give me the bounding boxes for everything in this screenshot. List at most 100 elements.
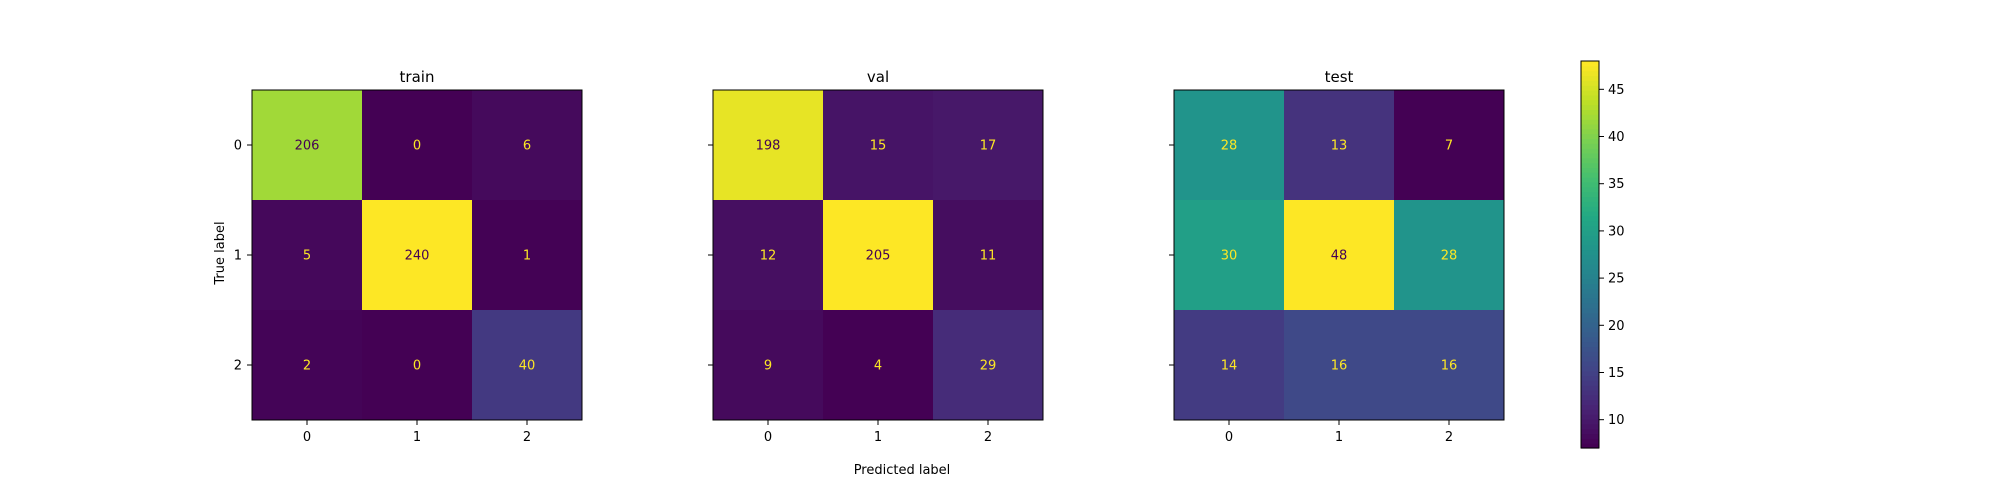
cell-train-0-1 <box>362 90 472 200</box>
cell-value-train-0-0: 206 <box>295 139 320 154</box>
panel-title-train: train <box>400 68 435 86</box>
colorbar-segment <box>1581 307 1599 314</box>
cell-test-0-0 <box>1174 90 1284 200</box>
colorbar-segment <box>1581 244 1599 251</box>
colorbar-segment <box>1581 157 1599 164</box>
x-tick-label-val-1: 1 <box>874 430 882 445</box>
colorbar-segment <box>1581 220 1599 227</box>
cell-value-val-0-0: 198 <box>756 139 781 154</box>
colorbar-segment <box>1581 278 1599 285</box>
colorbar-segment <box>1581 85 1599 91</box>
colorbar-segment <box>1581 162 1599 169</box>
colorbar-segment <box>1581 230 1599 236</box>
colorbar-segment <box>1581 186 1599 193</box>
colorbar-segment <box>1581 123 1599 130</box>
colorbar-segment <box>1581 389 1599 396</box>
colorbar-segment <box>1581 399 1599 406</box>
colorbar-segment <box>1581 196 1599 202</box>
x-tick-label-val-0: 0 <box>764 430 772 445</box>
colorbar-segment <box>1581 114 1599 120</box>
x-axis-label: Predicted label <box>854 463 951 478</box>
cell-train-2-1 <box>362 310 472 420</box>
cell-value-train-1-1: 240 <box>405 249 430 264</box>
cell-test-1-0 <box>1174 200 1284 310</box>
cell-value-val-2-2: 29 <box>980 359 997 374</box>
colorbar-segment <box>1581 119 1599 125</box>
cell-train-0-0 <box>252 90 362 200</box>
cell-value-test-0-0: 28 <box>1221 139 1238 154</box>
colorbar-segment <box>1581 181 1599 188</box>
cell-test-2-2 <box>1394 310 1504 420</box>
colorbar-segment <box>1581 312 1599 318</box>
colorbar-tick-label-40: 40 <box>1608 130 1625 145</box>
colorbar-segment <box>1581 90 1599 96</box>
x-tick-label-test-1: 1 <box>1335 430 1343 445</box>
colorbar-segment <box>1581 152 1599 159</box>
colorbar-segment <box>1581 133 1599 139</box>
cell-value-val-0-2: 17 <box>980 139 997 154</box>
colorbar-segment <box>1581 128 1599 135</box>
x-tick-label-train-1: 1 <box>413 430 421 445</box>
colorbar-segment <box>1581 259 1599 265</box>
colorbar-segment <box>1581 433 1599 439</box>
cell-value-test-2-1: 16 <box>1331 359 1348 374</box>
panel-title-val: val <box>867 68 889 86</box>
colorbar-segment <box>1581 269 1599 275</box>
colorbar-segment <box>1581 94 1599 101</box>
cell-value-train-1-2: 1 <box>523 249 531 264</box>
colorbar-segment <box>1581 264 1599 270</box>
cell-val-0-1 <box>823 90 933 200</box>
colorbar-segment <box>1581 322 1599 328</box>
colorbar-segment <box>1581 428 1599 435</box>
x-tick-label-test-0: 0 <box>1225 430 1233 445</box>
cell-test-2-0 <box>1174 310 1284 420</box>
cell-test-1-1 <box>1284 200 1394 310</box>
colorbar-segment <box>1581 346 1599 352</box>
colorbar-segment <box>1581 370 1599 377</box>
cell-value-test-0-1: 13 <box>1331 139 1348 154</box>
colorbar-segment <box>1581 249 1599 256</box>
colorbar-tick-label-30: 30 <box>1608 224 1625 239</box>
colorbar-segment <box>1581 414 1599 420</box>
colorbar-segment <box>1581 418 1599 425</box>
cell-value-train-2-2: 40 <box>519 359 536 374</box>
colorbar-segment <box>1581 143 1599 149</box>
colorbar-segment <box>1581 404 1599 410</box>
colorbar-segment <box>1581 283 1599 289</box>
colorbar-segment <box>1581 206 1599 212</box>
colorbar-segment <box>1581 336 1599 343</box>
cell-value-val-1-0: 12 <box>760 249 777 264</box>
colorbar-segment <box>1581 331 1599 338</box>
colorbar-segment <box>1581 225 1599 231</box>
colorbar-segment <box>1581 302 1599 309</box>
cell-value-train-2-0: 2 <box>303 359 311 374</box>
cell-value-test-1-1: 48 <box>1331 249 1348 264</box>
cell-val-2-0 <box>713 310 823 420</box>
colorbar-tick-label-15: 15 <box>1608 366 1625 381</box>
colorbar-segment <box>1581 61 1599 67</box>
colorbar-tick-label-20: 20 <box>1608 319 1625 334</box>
cell-val-2-1 <box>823 310 933 420</box>
y-tick-label-0: 0 <box>234 139 242 154</box>
cell-train-2-0 <box>252 310 362 420</box>
colorbar-segment <box>1581 341 1599 348</box>
colorbar-segment <box>1581 177 1599 183</box>
cell-value-test-1-2: 28 <box>1441 249 1458 264</box>
cell-value-val-1-1: 205 <box>866 249 891 264</box>
colorbar-segment <box>1581 288 1599 294</box>
cell-val-1-1 <box>823 200 933 310</box>
y-axis-label: True label <box>213 221 228 285</box>
cell-test-0-2 <box>1394 90 1504 200</box>
x-tick-label-val-2: 2 <box>984 430 992 445</box>
cell-train-1-0 <box>252 200 362 310</box>
colorbar-segment <box>1581 254 1599 260</box>
colorbar-segment <box>1581 167 1599 173</box>
cell-value-test-2-0: 14 <box>1221 359 1238 374</box>
cell-test-1-2 <box>1394 200 1504 310</box>
y-tick-label-1: 1 <box>234 249 242 264</box>
colorbar-segment <box>1581 239 1599 246</box>
cell-val-0-0 <box>713 90 823 200</box>
colorbar-segment <box>1581 109 1599 115</box>
colorbar-segment <box>1581 438 1599 444</box>
